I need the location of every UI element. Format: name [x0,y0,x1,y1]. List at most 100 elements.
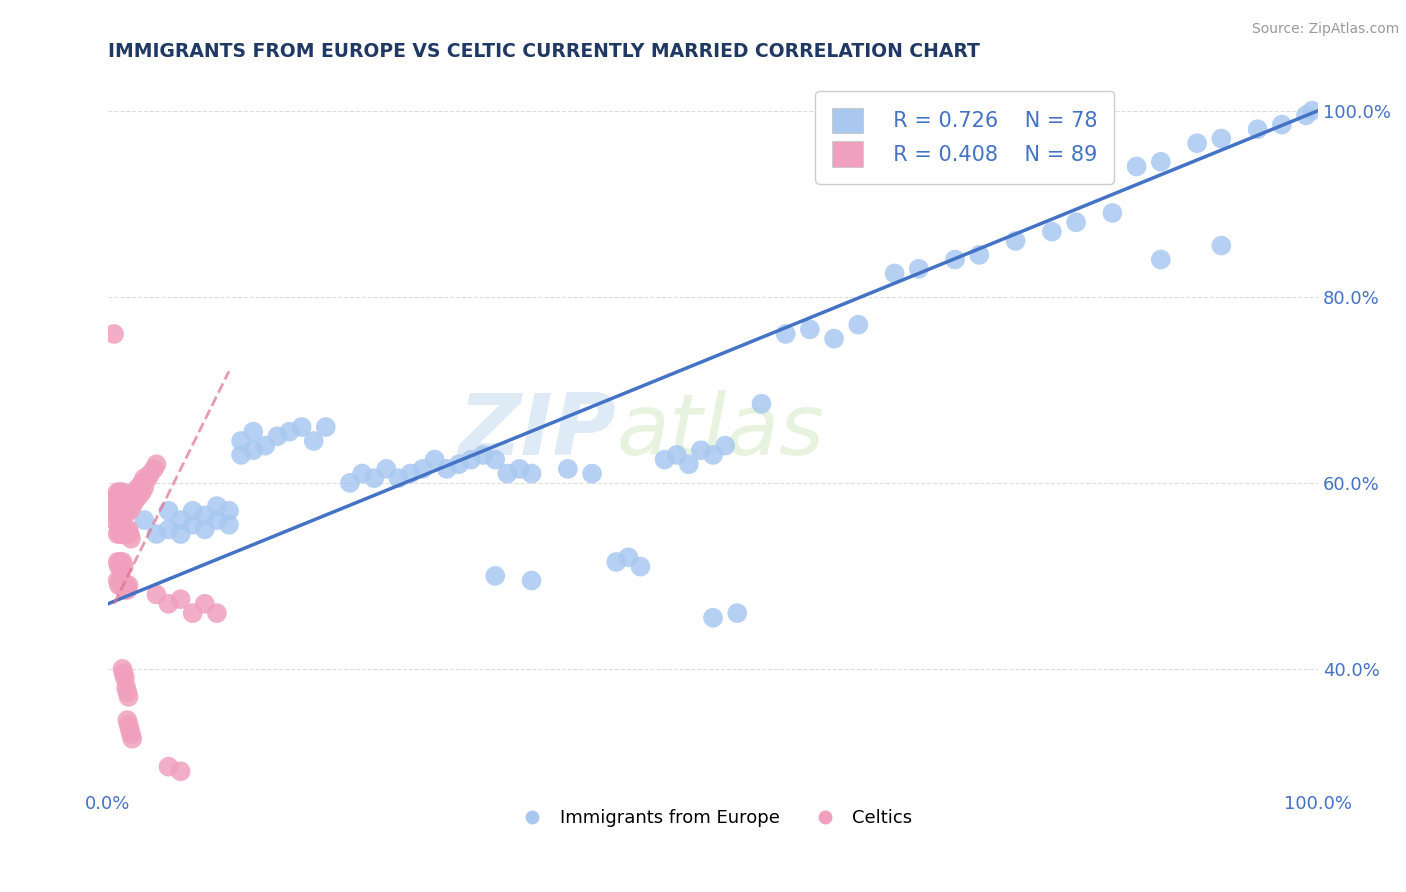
Point [118,723,141,737]
Point [111,504,134,518]
Point [112,559,135,574]
Point [291,420,314,434]
Point [1211,238,1233,252]
Point [254,439,277,453]
Point [412,462,434,476]
Point [143,462,166,476]
Point [105,490,128,504]
Point [194,597,217,611]
Point [157,597,180,611]
Point [1246,122,1268,136]
Point [110,499,132,513]
Point [799,322,821,336]
Point [665,448,688,462]
Point [120,532,142,546]
Point [387,471,409,485]
Point [110,522,132,536]
Point [112,666,135,681]
Point [108,555,131,569]
Point [472,448,495,462]
Point [139,467,162,481]
Point [302,434,325,448]
Point [117,582,139,597]
Point [114,494,136,508]
Point [111,494,134,508]
Point [508,462,530,476]
Point [136,471,159,485]
Point [205,513,228,527]
Point [108,504,131,518]
Point [118,494,141,508]
Point [943,252,966,267]
Point [169,513,191,527]
Point [145,527,167,541]
Point [108,578,131,592]
Point [131,475,153,490]
Point [1040,225,1063,239]
Point [969,248,991,262]
Point [1211,131,1233,145]
Point [447,457,470,471]
Point [112,499,135,513]
Point [107,494,129,508]
Point [266,429,288,443]
Point [157,759,180,773]
Point [278,425,301,439]
Point [124,485,146,500]
Point [423,452,446,467]
Point [520,467,543,481]
Point [205,499,228,513]
Point [242,443,264,458]
Point [460,452,482,467]
Point [108,499,131,513]
Point [157,504,180,518]
Point [823,332,845,346]
Point [218,504,240,518]
Point [114,527,136,541]
Point [1301,103,1323,118]
Point [117,690,139,704]
Point [117,504,139,518]
Point [702,448,724,462]
Point [134,481,156,495]
Text: IMMIGRANTS FROM EUROPE VS CELTIC CURRENTLY MARRIED CORRELATION CHART: IMMIGRANTS FROM EUROPE VS CELTIC CURRENT… [108,42,980,61]
Text: Source: ZipAtlas.com: Source: ZipAtlas.com [1251,22,1399,37]
Point [181,504,204,518]
Point [108,490,131,504]
Point [581,467,603,481]
Point [110,578,132,592]
Point [117,578,139,592]
Point [399,467,422,481]
Point [520,574,543,588]
Point [108,574,131,588]
Point [103,513,125,527]
Point [1064,215,1087,229]
Point [194,508,217,523]
Point [112,508,135,523]
Point [110,490,132,504]
Point [107,555,129,569]
Point [117,522,139,536]
Point [108,485,131,500]
Point [1185,136,1208,151]
Point [630,559,652,574]
Point [1150,154,1173,169]
Point [484,569,506,583]
Point [114,504,136,518]
Point [1004,234,1026,248]
Point [907,261,929,276]
Point [110,508,132,523]
Point [115,578,138,592]
Point [134,513,156,527]
Point [1101,206,1123,220]
Point [846,318,869,332]
Point [131,485,153,500]
Point [114,671,136,685]
Point [114,582,136,597]
Point [120,499,142,513]
Point [111,662,134,676]
Point [242,425,264,439]
Text: atlas: atlas [616,390,824,473]
Point [690,443,713,458]
Point [617,550,640,565]
